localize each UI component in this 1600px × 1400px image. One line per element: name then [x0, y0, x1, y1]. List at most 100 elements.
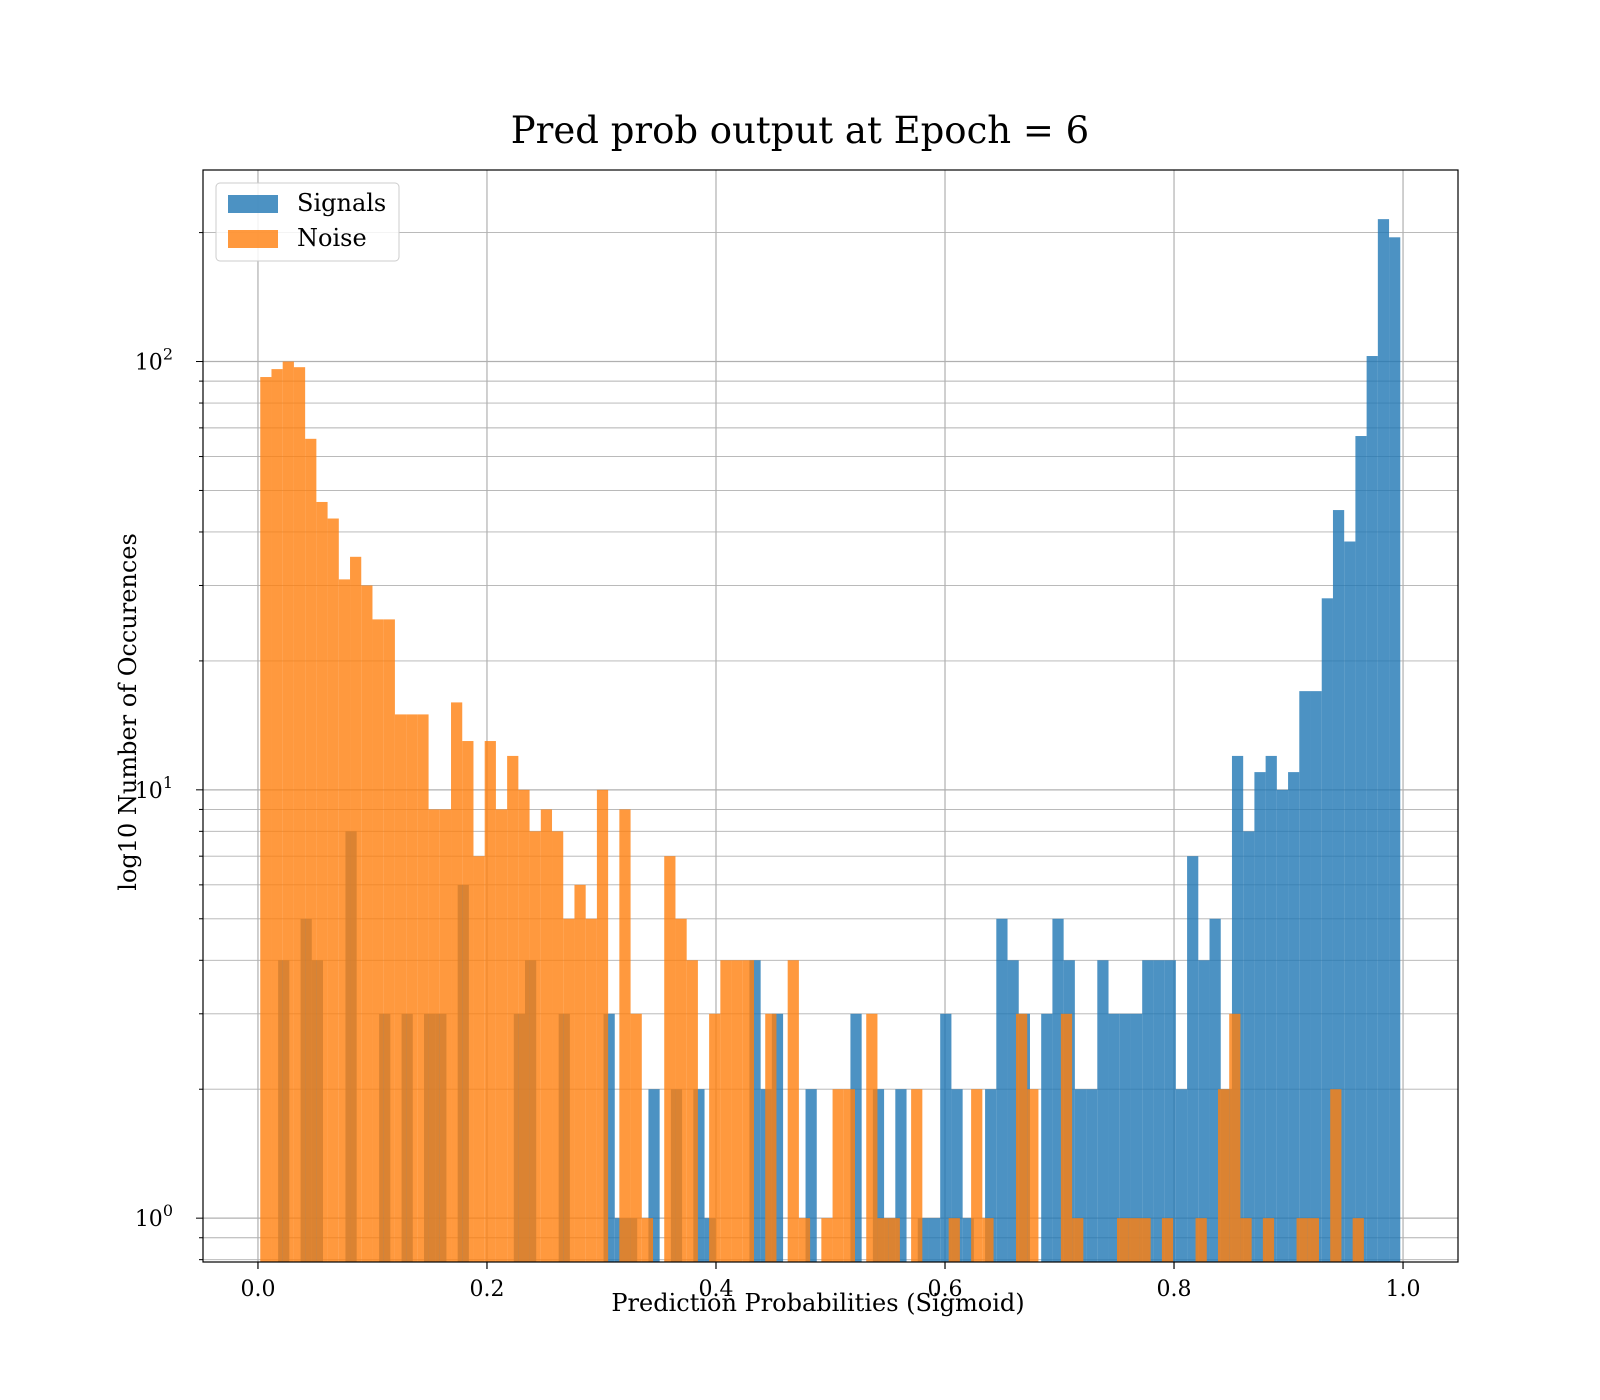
- bar-noise: [832, 1089, 844, 1262]
- bar-noise: [372, 619, 384, 1262]
- bar-noise: [507, 755, 519, 1262]
- y-axis-label: log10 Number of Occurences: [114, 533, 142, 891]
- bar-signals: [1052, 918, 1064, 1262]
- bar-noise: [1217, 1089, 1230, 1262]
- bar-signals: [1299, 691, 1311, 1262]
- bar-signals: [1153, 960, 1165, 1262]
- bar-signals: [805, 1089, 817, 1262]
- bar-signals: [603, 1013, 615, 1262]
- x-tick-label: 0.0: [240, 1277, 275, 1302]
- bar-signals: [1119, 1013, 1131, 1262]
- bar-noise: [293, 367, 306, 1262]
- bar-noise: [271, 369, 283, 1262]
- bar-noise: [394, 714, 407, 1262]
- bar-signals: [1097, 960, 1109, 1262]
- bar-noise: [1016, 1013, 1028, 1262]
- bar-noise: [327, 518, 339, 1262]
- bar-noise: [866, 1013, 878, 1262]
- bar-noise: [563, 918, 575, 1262]
- bar-signals: [962, 1218, 974, 1262]
- chart-title: Pred prob output at Epoch = 6: [511, 109, 1089, 152]
- bar-signals: [1377, 219, 1390, 1263]
- bar-noise: [798, 1218, 811, 1262]
- legend-swatch-signals: [228, 195, 278, 213]
- bar-noise: [484, 741, 496, 1262]
- legend-label-noise: Noise: [297, 224, 367, 252]
- bar-signals: [895, 1089, 907, 1262]
- bar-noise: [971, 1089, 983, 1262]
- bar-signals: [917, 1218, 929, 1262]
- bar-signals: [1007, 960, 1019, 1262]
- bar-noise: [948, 1218, 960, 1262]
- bar-signals: [1041, 1013, 1053, 1262]
- bar-signals: [1321, 598, 1333, 1262]
- bar-signals: [1310, 691, 1322, 1262]
- bar-noise: [540, 809, 553, 1262]
- bar-noise: [1128, 1218, 1140, 1262]
- x-tick-label: 0.4: [698, 1277, 733, 1302]
- bar-signals: [1344, 541, 1356, 1262]
- bar-noise: [1296, 1218, 1308, 1262]
- bar-signals: [1142, 960, 1154, 1262]
- bar-noise: [462, 741, 474, 1262]
- plot-frame: [202, 169, 1459, 1263]
- bar-noise: [529, 831, 541, 1262]
- bar-noise: [686, 960, 698, 1262]
- bar-noise: [1262, 1218, 1275, 1262]
- bar-noise: [260, 377, 272, 1262]
- bar-signals: [1243, 831, 1255, 1262]
- bar-noise: [282, 361, 294, 1263]
- x-tick-label: 1.0: [1386, 1277, 1421, 1302]
- bar-signals: [985, 1089, 997, 1262]
- y-tick-label: 102: [135, 345, 173, 376]
- bar-noise: [742, 960, 755, 1262]
- bar-signals: [996, 918, 1008, 1262]
- bar-signals: [1198, 960, 1210, 1262]
- bar-signals: [951, 1089, 963, 1262]
- bar-noise: [574, 884, 586, 1262]
- axis-ticks: 0.0 0.2 0.4 0.6 0.8 1.0 100 101 102: [135, 232, 1421, 1302]
- bar-signals: [1209, 918, 1221, 1262]
- bar-signals: [1231, 755, 1244, 1262]
- y-tick-label: 101: [135, 773, 173, 804]
- bar-noise: [451, 702, 463, 1262]
- bar-signals: [1332, 510, 1345, 1262]
- bar-noise: [888, 1218, 900, 1262]
- y-tick-label: 100: [135, 1201, 173, 1232]
- x-tick-label: 0.2: [469, 1277, 504, 1302]
- bar-noise: [596, 789, 609, 1262]
- bar-noise: [1229, 1013, 1241, 1262]
- bar-signals: [1175, 1089, 1188, 1262]
- bar-noise: [350, 556, 362, 1262]
- bar-signals: [1074, 1089, 1087, 1262]
- bar-noise: [316, 501, 328, 1262]
- legend-swatch-noise: [228, 230, 278, 248]
- bar-noise: [877, 1218, 889, 1262]
- bar-noise: [1116, 1218, 1129, 1262]
- bar-noise: [552, 831, 564, 1262]
- bar-signals: [1355, 436, 1367, 1262]
- bar-signals: [1108, 1013, 1120, 1262]
- legend: Signals Noise: [215, 182, 400, 262]
- bar-signals: [1288, 772, 1300, 1262]
- bar-noise: [1195, 1218, 1207, 1262]
- bar-noise: [911, 1089, 923, 1262]
- bar-noise: [406, 714, 418, 1262]
- bar-signals: [771, 1013, 784, 1262]
- x-tick-label: 0.8: [1157, 1277, 1192, 1302]
- bar-noise: [439, 809, 452, 1262]
- bar-noise: [1240, 1218, 1252, 1262]
- bar-signals: [1130, 1013, 1143, 1262]
- bar-signals: [872, 1089, 885, 1262]
- bar-noise: [1352, 1218, 1364, 1262]
- bar-noise: [383, 619, 395, 1262]
- bar-signals: [749, 960, 761, 1262]
- bar-noise: [619, 809, 631, 1262]
- bar-noise: [982, 1218, 994, 1262]
- bar-signals: [1276, 789, 1289, 1262]
- bar-noise: [821, 1218, 833, 1262]
- bar-noise: [1060, 1013, 1073, 1262]
- bar-noise: [641, 1218, 654, 1262]
- bar-noise: [1072, 1218, 1084, 1262]
- bar-noise: [1161, 1218, 1174, 1262]
